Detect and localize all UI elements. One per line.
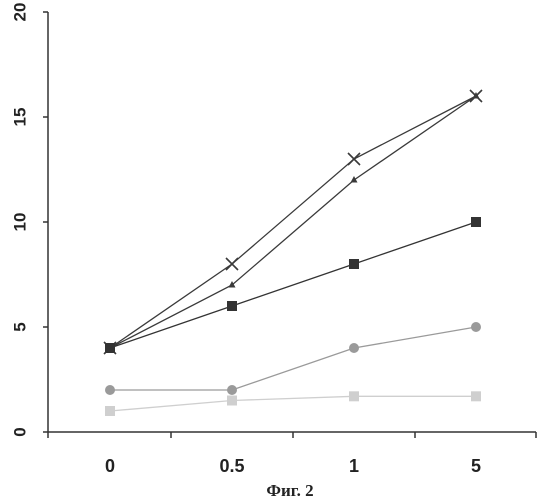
data-point-circle: [105, 385, 115, 395]
series-line: [110, 327, 476, 390]
x-tick-label: 5: [471, 456, 481, 476]
x-tick-label: 0: [105, 456, 115, 476]
series-line: [110, 222, 476, 348]
y-axis-ticks: 0 5 10 15 20: [11, 3, 49, 437]
y-tick-label: 10: [11, 213, 30, 232]
x-tick-label: 1: [349, 456, 359, 476]
series-5: [105, 391, 481, 416]
figure-caption: Фиг. 2: [266, 481, 313, 500]
y-tick-label: 15: [11, 108, 30, 127]
series-1: [104, 90, 482, 354]
data-point-square: [349, 259, 359, 269]
series-3: [105, 217, 481, 353]
data-point-square: [227, 301, 237, 311]
x-tick-label: 0.5: [219, 456, 244, 476]
data-point-triangle: [351, 176, 358, 183]
data-point-cross: [348, 153, 360, 165]
data-point-square: [471, 391, 481, 401]
data-point-triangle: [229, 281, 236, 288]
data-point-circle: [471, 322, 481, 332]
data-point-square: [349, 391, 359, 401]
data-point-square: [227, 396, 237, 406]
series-layer: [104, 90, 482, 416]
data-point-cross: [226, 258, 238, 270]
data-point-circle: [227, 385, 237, 395]
y-tick-label: 5: [11, 322, 30, 331]
y-tick-label: 0: [11, 427, 30, 436]
data-point-square: [471, 217, 481, 227]
data-point-square: [105, 406, 115, 416]
x-axis-ticks: 0 0.5 1 5: [48, 432, 536, 476]
data-point-circle: [349, 343, 359, 353]
series-4: [105, 322, 481, 395]
data-point-square: [105, 343, 115, 353]
series-line: [110, 396, 476, 411]
y-tick-label: 20: [11, 3, 30, 22]
